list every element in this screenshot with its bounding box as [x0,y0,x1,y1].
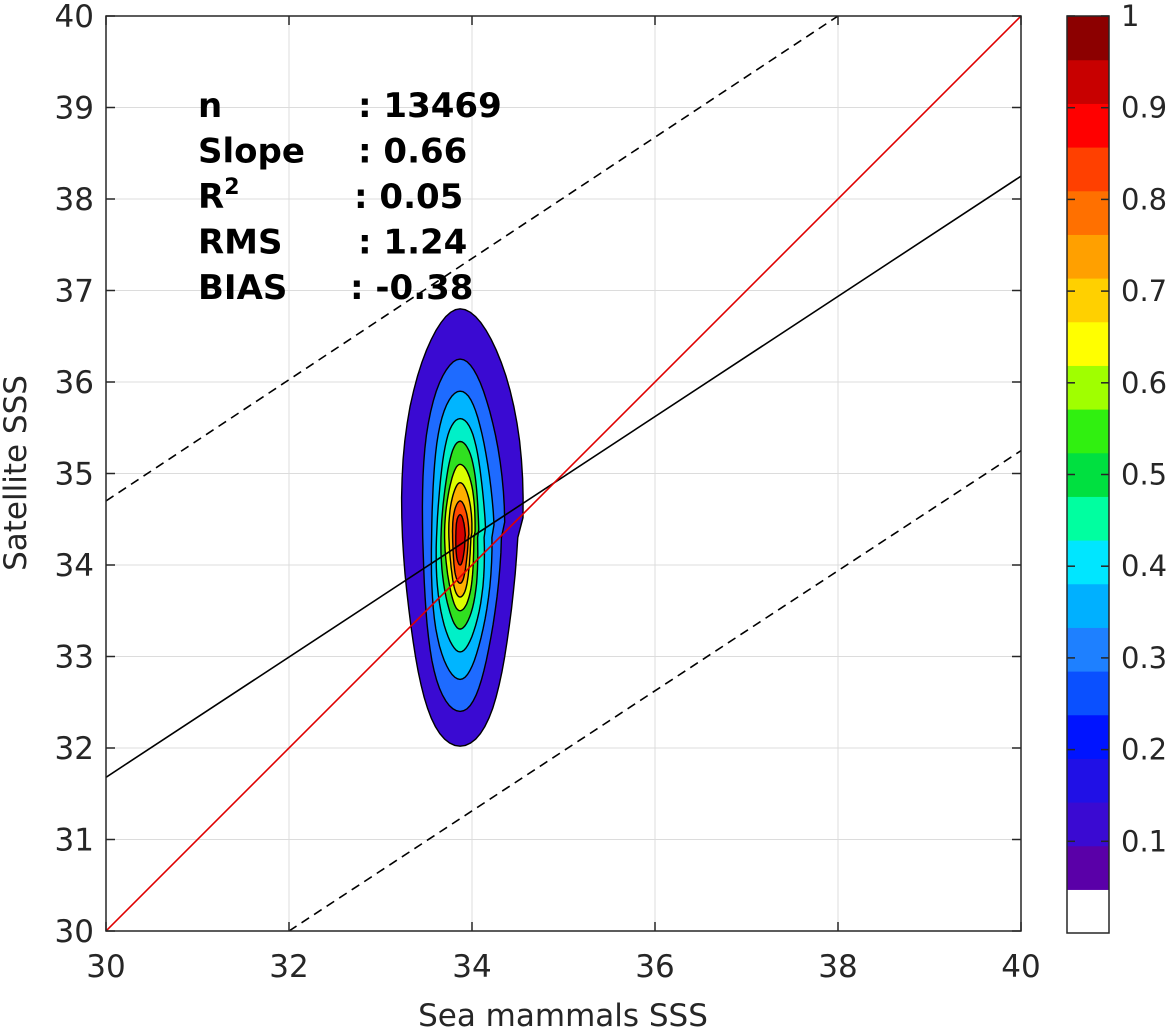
stat-value: : -0.38 [350,268,473,308]
colorbar-segment [1067,365,1109,410]
colorbar: 0.1 0.2 0.3 0.4 0.5 0.6 0.7 0.8 0.9 1 [1066,0,1167,934]
colorbar-segment [1067,59,1109,104]
colorbar-tick-label: 1 [1121,0,1139,33]
density-contour-0.9 [455,513,467,566]
y-tick-label: 35 [55,457,94,493]
x-axis-title: Sea mammals SSS [418,998,708,1028]
colorbar-tick-label: 0.8 [1121,182,1167,216]
colorbar-segment [1067,889,1109,934]
density-contours [400,308,524,747]
colorbar-segment [1067,845,1109,890]
x-tick-label: 32 [269,949,308,985]
statistics-annotation: n : 13469 Slope : 0.66 R2 : 0.05 RMS : 1.24 BIAS… [198,86,502,308]
x-tick-label: 36 [635,949,674,985]
y-axis-title: Satellite SSS [0,375,34,571]
colorbar-segment [1067,147,1109,192]
y-tick-label: 40 [55,0,94,35]
colorbar-segment [1067,540,1109,585]
colorbar-segment [1067,234,1109,279]
colorbar-segment [1067,321,1109,366]
colorbar-tick-label: 0.5 [1121,458,1167,492]
stat-label: R2 [198,175,240,217]
x-tick-label: 34 [452,949,491,985]
colorbar-segment [1067,496,1109,541]
y-tick-label: 30 [55,914,94,950]
colorbar-segment [1067,278,1109,323]
stat-label: BIAS [198,268,287,308]
colorbar-segment [1067,16,1109,61]
colorbar-tick-label: 0.2 [1121,733,1167,767]
y-tick-label: 34 [55,548,94,584]
stat-label: RMS [198,223,283,263]
stat-value: : 0.66 [358,132,467,172]
identity-line [106,16,1021,931]
y-tick-label: 32 [55,731,94,767]
colorbar-segment [1067,190,1109,235]
lower-bound-line [288,449,1021,931]
colorbar-segment [1067,671,1109,716]
colorbar-segment [1067,802,1109,847]
y-tick-label: 38 [55,182,94,218]
colorbar-tick-label: 0.6 [1121,366,1167,400]
y-tick-label: 31 [55,823,94,859]
stat-value: : 13469 [358,86,502,126]
stat-label: Slope [198,132,305,172]
y-tick-label: 33 [55,640,94,676]
reference-lines [106,16,1021,931]
stat-label: n [198,86,222,126]
stat-superscript: 2 [224,175,239,200]
colorbar-segment [1067,583,1109,628]
colorbar-tick-label: 0.9 [1121,91,1167,125]
colorbar-segment [1067,103,1109,148]
upper-bound-line [106,16,839,502]
y-tick-label: 39 [55,91,94,127]
x-tick-label: 30 [86,949,125,985]
colorbar-segment [1067,758,1109,803]
colorbar-segment [1067,714,1109,759]
y-tick-label: 36 [55,365,94,401]
axis-ticks: 30 32 34 36 38 40 30 31 32 33 34 35 36 37 38 39 40 [55,0,1041,985]
colorbar-tick-label: 0.3 [1121,641,1167,675]
x-tick-label: 38 [818,949,857,985]
colorbar-segment [1067,627,1109,672]
regression-line [106,175,1021,778]
colorbar-segment [1067,409,1109,454]
x-tick-label: 40 [1001,949,1040,985]
colorbar-tick-label: 0.4 [1121,549,1167,583]
y-tick-label: 37 [55,274,94,310]
colorbar-tick-label: 0.1 [1121,824,1167,858]
colorbar-tick-label: 0.7 [1121,274,1167,308]
stat-value: : 0.05 [354,177,463,217]
stat-value: : 1.24 [358,223,467,263]
